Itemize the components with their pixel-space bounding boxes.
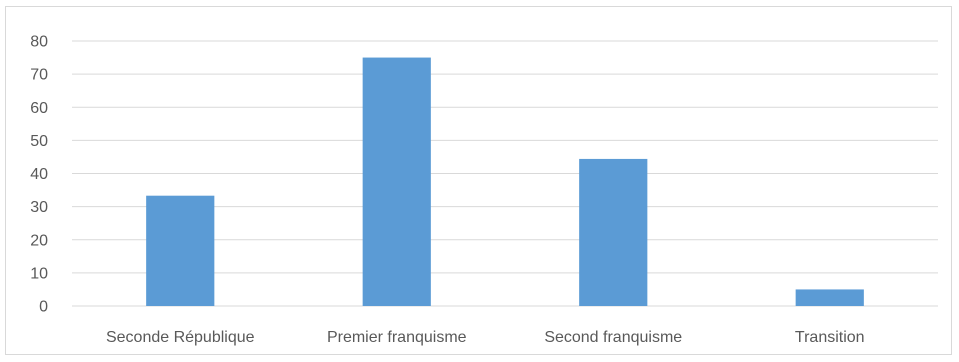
- x-tick-label: Premier franquisme: [327, 329, 467, 346]
- y-tick-label: 70: [30, 67, 48, 84]
- y-tick-label: 20: [30, 232, 48, 249]
- bar: [795, 289, 864, 306]
- y-tick-label: 80: [30, 34, 48, 51]
- y-tick-label: 50: [30, 133, 48, 150]
- bar: [362, 57, 431, 306]
- y-tick-label: 60: [30, 100, 48, 117]
- bar: [146, 195, 215, 306]
- gridlines: [72, 40, 938, 307]
- bars: [146, 57, 864, 306]
- y-tick-label: 40: [30, 166, 48, 183]
- bar: [579, 158, 648, 306]
- x-tick-label: Seconde République: [106, 329, 255, 346]
- y-tick-label: 0: [39, 299, 48, 316]
- y-axis-tick-labels: 0 10 20 30 40 50 60 70 80: [30, 34, 48, 316]
- x-tick-label: Transition: [795, 329, 865, 346]
- x-tick-label: Second franquisme: [544, 329, 682, 346]
- x-axis-tick-labels: Seconde République Premier franquisme Seco…: [106, 329, 865, 346]
- y-tick-label: 10: [30, 265, 48, 282]
- y-tick-label: 30: [30, 199, 48, 216]
